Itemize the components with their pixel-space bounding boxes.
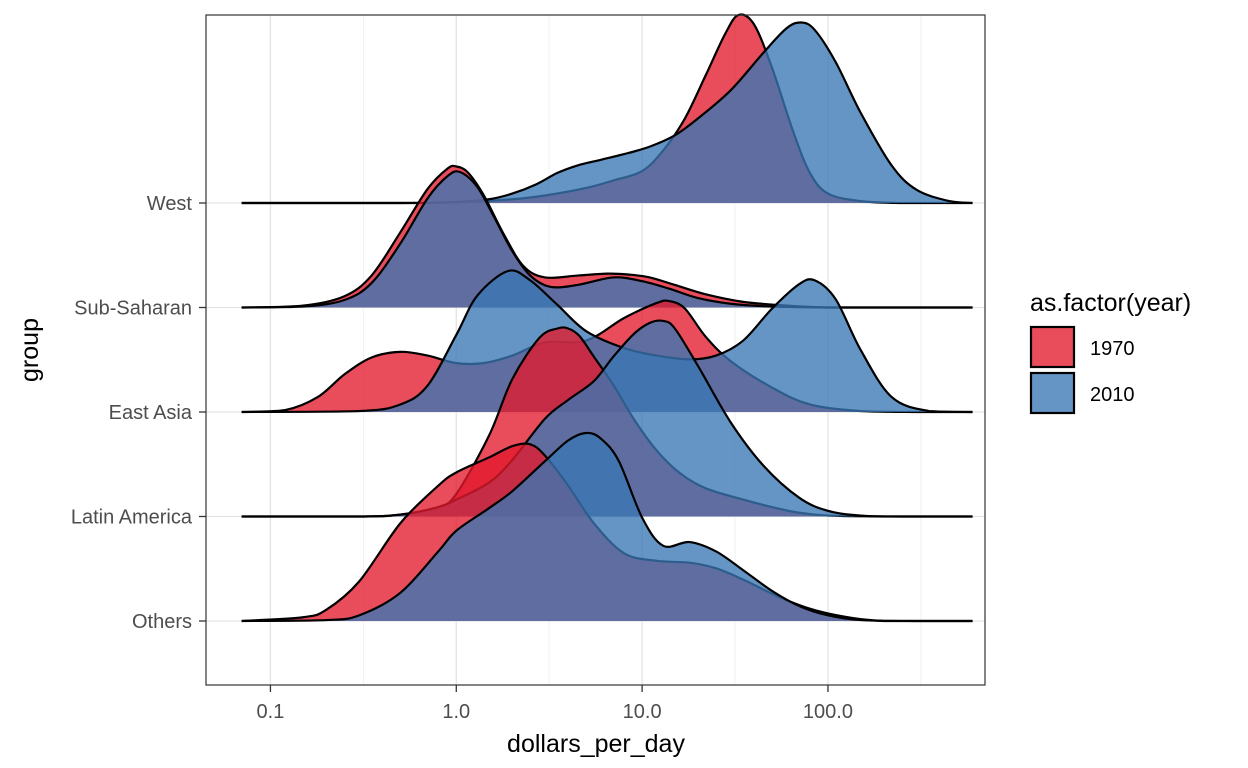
legend-items: 1970 2010	[1029, 325, 1135, 415]
axis-layer: 0.1 1.0 10.0 100.0 Others Latin America East A…	[71, 193, 853, 723]
density-area-latin-america-2010	[241, 320, 973, 517]
density-area-sub-saharan-2010	[241, 171, 973, 308]
legend-title: as.factor(year)	[1030, 289, 1191, 317]
density-area-others-2010	[241, 432, 973, 621]
legend-label-1970: 1970	[1090, 338, 1135, 360]
legend-key-1970	[1029, 325, 1076, 369]
x-tick-label: 0.1	[257, 701, 285, 723]
y-tick-label: Others	[132, 611, 192, 633]
y-axis-title: group	[16, 318, 44, 382]
y-tick-label: West	[147, 193, 193, 215]
plot-panel-border	[205, 14, 986, 686]
legend-key-2010	[1029, 371, 1076, 415]
density-outline-sub-saharan-2010	[241, 170, 973, 309]
legend-label-2010: 2010	[1090, 384, 1135, 406]
x-tick-label: 100.0	[803, 701, 853, 723]
x-axis-title: dollars_per_day	[507, 730, 685, 758]
density-outline-others-2010	[241, 431, 973, 623]
y-tick-label: Latin America	[71, 507, 193, 529]
y-tick-label: East Asia	[109, 402, 193, 424]
y-tick-label: Sub-Saharan	[74, 298, 192, 320]
density-area-west-2010	[241, 22, 973, 203]
legend: as.factor(year) 1970 2010	[1029, 289, 1191, 415]
density-outline-sub-saharan-1970	[241, 164, 973, 309]
x-tick-label: 10.0	[623, 701, 662, 723]
x-tick-label: 1.0	[442, 701, 470, 723]
density-area-east-asia-2010	[241, 270, 973, 412]
ridges-layer	[241, 13, 973, 623]
